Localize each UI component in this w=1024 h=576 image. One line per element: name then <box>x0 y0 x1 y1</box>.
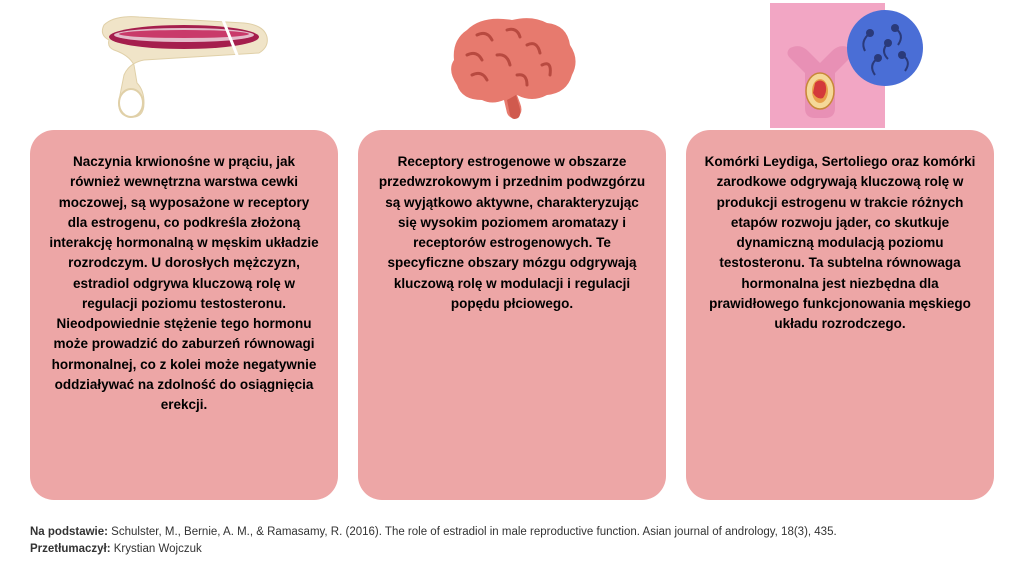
penis-anatomy-icon <box>30 0 338 130</box>
footer-source-line: Na podstawie: Schulster, M., Bernie, A. … <box>30 524 994 541</box>
source-label: Na podstawie: <box>30 526 108 538</box>
card-pelvis-text: Komórki Leydiga, Sertoliego oraz komórki… <box>704 152 976 334</box>
card-pelvis: Komórki Leydiga, Sertoliego oraz komórki… <box>686 130 994 500</box>
card-penis-text: Naczynia krwionośne w prąciu, jak równie… <box>48 152 320 415</box>
infographic-row: Naczynia krwionośne w prąciu, jak równie… <box>0 0 1024 500</box>
footer-translator-line: Przetłumaczył: Krystian Wojczuk <box>30 541 994 558</box>
source-text: Schulster, M., Bernie, A. M., & Ramasamy… <box>111 526 837 538</box>
translator-text: Krystian Wojczuk <box>114 543 202 555</box>
pelvis-sperm-icon <box>686 0 994 130</box>
translator-label: Przetłumaczył: <box>30 543 111 555</box>
column-brain: Receptory estrogenowe w obszarze przedwz… <box>358 0 666 500</box>
footer-citation: Na podstawie: Schulster, M., Bernie, A. … <box>30 524 994 559</box>
card-penis: Naczynia krwionośne w prąciu, jak równie… <box>30 130 338 500</box>
column-penis: Naczynia krwionośne w prąciu, jak równie… <box>30 0 338 500</box>
brain-icon <box>358 0 666 130</box>
card-brain-text: Receptory estrogenowe w obszarze przedwz… <box>376 152 648 314</box>
column-pelvis: Komórki Leydiga, Sertoliego oraz komórki… <box>686 0 994 500</box>
card-brain: Receptory estrogenowe w obszarze przedwz… <box>358 130 666 500</box>
